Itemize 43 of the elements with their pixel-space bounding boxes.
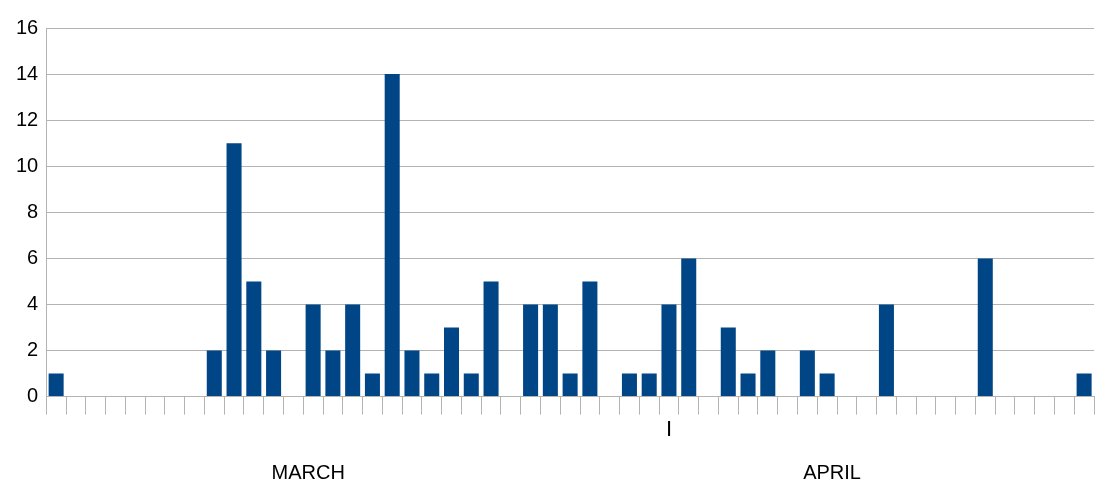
bar: [345, 304, 361, 397]
y-tick-label: 14: [16, 61, 39, 84]
bar: [305, 304, 321, 397]
bar: [542, 304, 558, 397]
y-tick-label: 2: [27, 338, 39, 361]
text: MARCH: [271, 460, 345, 483]
bar: [444, 327, 460, 397]
bar: [404, 350, 420, 397]
bar: [463, 373, 479, 397]
bar: [1076, 373, 1092, 397]
y-tick-label: 10: [16, 153, 39, 176]
text: APRIL: [803, 460, 861, 483]
y-tick-label: 4: [27, 291, 39, 314]
bar: [799, 350, 815, 397]
y-tick-label: 0: [27, 384, 39, 407]
bar: [226, 143, 242, 397]
bar: [266, 350, 282, 397]
bar: [977, 258, 993, 397]
bar: [246, 281, 262, 397]
bar: [661, 304, 677, 397]
y-tick-label: 8: [27, 199, 39, 222]
bar: [878, 304, 894, 397]
bar: [562, 373, 578, 397]
bar: [424, 373, 440, 397]
bar: [740, 373, 756, 397]
bar: [384, 74, 400, 397]
bar: [206, 350, 222, 397]
bar: [681, 258, 697, 397]
y-tick-label: 6: [27, 245, 39, 268]
bar: [48, 373, 64, 397]
bar: [364, 373, 380, 397]
bar: [582, 281, 598, 397]
bar: [720, 327, 736, 397]
bar: [325, 350, 341, 397]
x-tick-label: I: [665, 415, 673, 441]
y-tick-label: 12: [16, 107, 39, 130]
bar: [641, 373, 657, 397]
bar: [621, 373, 637, 397]
bar: [819, 373, 835, 397]
bar: [760, 350, 776, 397]
y-tick-label: 16: [16, 15, 39, 38]
bar: [483, 281, 499, 397]
bar: [523, 304, 539, 397]
